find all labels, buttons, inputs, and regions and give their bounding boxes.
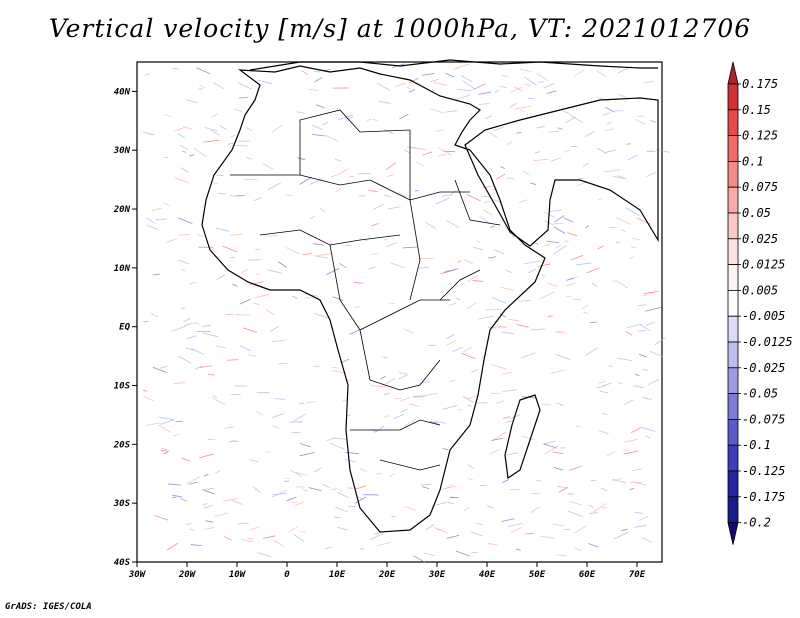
lon-tick-label: 40E [479,570,496,580]
velocity-field [142,63,670,564]
colorbar-label: 0.0125 [742,258,785,272]
lat-tick-label: 30S [113,499,131,509]
coastline [201,59,659,533]
lon-tick-label: 50E [529,570,546,580]
lat-tick-label: 10N [114,264,131,274]
grads-credit: GrADS: IGES/COLA [5,602,92,612]
colorbar-bin [727,444,739,472]
lat-tick-label: 40N [114,87,131,97]
colorbar-label: -0.025 [742,361,785,375]
lat-tick-label: 40S [114,558,131,568]
lon-tick-label: 70E [629,570,646,580]
colorbar-label: 0.025 [742,232,778,246]
colorbar-bin [727,135,739,162]
colorbar-bin [727,470,739,498]
lon-tick-label: 10E [329,570,346,580]
lat-tick-label: 10S [114,382,131,392]
colorbar-label: 0.005 [742,283,778,297]
colorbar-bin [727,496,739,523]
map-frame [136,61,663,563]
colorbar-label: -0.125 [742,464,785,478]
colorbar-bin [727,212,739,240]
colorbar-label: 0.15 [742,103,771,117]
colorbar-label: -0.005 [742,309,785,323]
colorbar-label: 0.175 [742,77,778,91]
colorbar-label: 0.05 [742,206,771,220]
lat-tick-label: 30N [113,146,131,156]
colorbar-bin [727,289,739,317]
colorbar-bin [727,83,739,111]
colorbar-bin [727,264,739,291]
colorbar-bin [727,393,739,420]
lon-tick-label: 30W [128,570,147,580]
colorbar-bin [727,341,739,369]
colorbar-bin [727,186,739,214]
colorbar-bin [727,315,739,343]
colorbar-label: 0.125 [742,129,778,143]
lon-tick-label: 60E [579,570,596,580]
colorbar-label: -0.175 [742,490,785,504]
colorbar-arrow-top [727,61,739,85]
lat-tick-label: 20S [113,440,131,450]
colorbar-label: 0.075 [742,180,778,194]
lon-tick-label: 0 [284,570,290,580]
colorbar-bin [727,109,739,137]
colorbar-label: -0.0125 [742,335,793,349]
country-borders [230,109,501,471]
colorbar: 0.175 0.15 0.125 0.1 0.075 0.05 0.025 0.0125 0.0… [727,61,793,545]
lon-tick-label: 20E [378,570,396,580]
colorbar-label: -0.05 [742,387,778,401]
lon-tick-label: 20W [178,570,197,580]
colorbar-bin [727,418,739,446]
colorbar-bin [727,160,739,188]
colorbar-bin [727,367,739,394]
lon-tick-label: 10W [229,570,247,580]
lon-tick-label: 30E [428,570,446,580]
colorbar-label: -0.2 [742,516,771,530]
colorbar-arrow-bottom [727,522,739,545]
lat-tick-label: EQ [119,323,130,333]
lat-tick-label: 20N [113,205,131,215]
colorbar-label: 0.1 [742,154,764,168]
colorbar-label: -0.075 [742,412,785,426]
colorbar-label: -0.1 [742,438,771,452]
colorbar-bin [727,238,739,266]
map-title: Vertical velocity [m/s] at 1000hPa, VT: … [48,14,752,43]
